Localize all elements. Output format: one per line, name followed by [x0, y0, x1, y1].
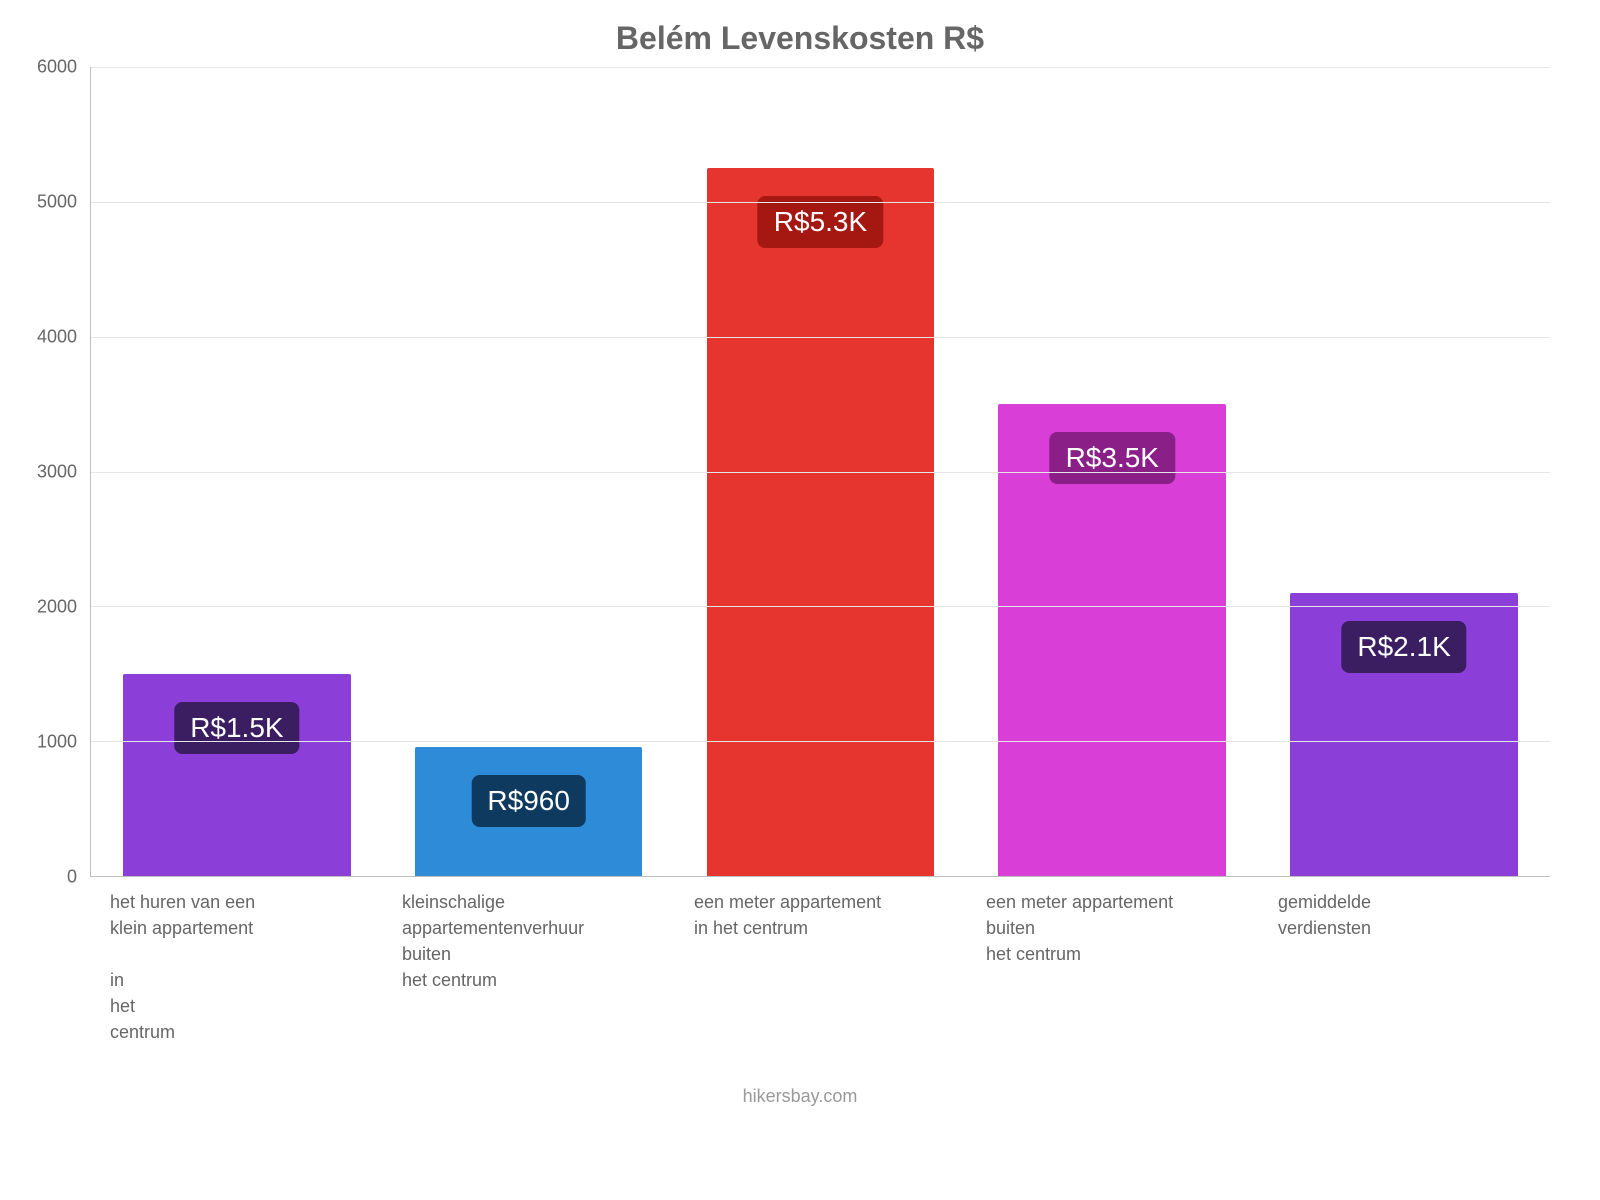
x-label-slot: een meter appartement in het centrum: [674, 889, 966, 1046]
plot-area: R$1.5K R$960 R$5.3K R$3.5K R$2.1K: [90, 67, 1550, 877]
y-axis: 0100020003000400050006000: [30, 67, 85, 877]
bar: R$3.5K: [998, 404, 1226, 876]
y-tick-label: 4000: [37, 326, 77, 347]
y-tick-label: 5000: [37, 191, 77, 212]
bar-value-badge: R$2.1K: [1341, 621, 1466, 673]
grid-line: [91, 202, 1550, 203]
bar-value-badge: R$960: [471, 775, 586, 827]
x-label-slot: het huren van een klein appartement in h…: [90, 889, 382, 1046]
y-tick-label: 3000: [37, 462, 77, 483]
x-axis-label: een meter appartement in het centrum: [694, 889, 914, 941]
x-axis-label: kleinschalige appartementenverhuur buite…: [402, 889, 622, 993]
y-tick-label: 2000: [37, 596, 77, 617]
bar-value-badge: R$5.3K: [758, 196, 883, 248]
chart-footer: hikersbay.com: [30, 1086, 1570, 1107]
x-axis-labels: het huren van een klein appartement in h…: [90, 889, 1550, 1046]
bar: R$5.3K: [707, 168, 935, 876]
bar-value-badge: R$1.5K: [174, 702, 299, 754]
y-tick-label: 1000: [37, 732, 77, 753]
bar: R$960: [415, 747, 643, 876]
x-label-slot: gemiddelde verdiensten: [1258, 889, 1550, 1046]
grid-line: [91, 606, 1550, 607]
x-label-slot: een meter appartement buiten het centrum: [966, 889, 1258, 1046]
x-label-slot: kleinschalige appartementenverhuur buite…: [382, 889, 674, 1046]
grid-line: [91, 741, 1550, 742]
grid-line: [91, 67, 1550, 68]
bar: R$2.1K: [1290, 593, 1518, 876]
y-tick-label: 0: [67, 867, 77, 888]
y-tick-label: 6000: [37, 57, 77, 78]
grid-line: [91, 472, 1550, 473]
x-axis-label: het huren van een klein appartement in h…: [110, 889, 330, 1046]
bar: R$1.5K: [123, 674, 351, 876]
x-axis-label: gemiddelde verdiensten: [1278, 889, 1498, 941]
bar-value-badge: R$3.5K: [1050, 432, 1175, 484]
grid-line: [91, 337, 1550, 338]
x-axis-label: een meter appartement buiten het centrum: [986, 889, 1206, 967]
chart-title: Belém Levenskosten R$: [30, 20, 1570, 57]
chart-container: Belém Levenskosten R$ 0 1000 2000 3000 4000 5…: [0, 0, 1600, 1200]
plot-region: 0100020003000400050006000 R$1.5KR$960R$5…: [90, 67, 1550, 877]
